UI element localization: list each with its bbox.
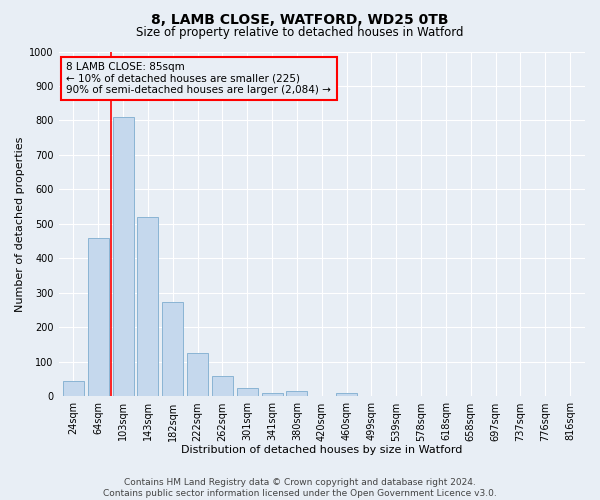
Bar: [336, 393, 357, 396]
X-axis label: Distribution of detached houses by size in Watford: Distribution of detached houses by size …: [181, 445, 463, 455]
Text: Contains HM Land Registry data © Crown copyright and database right 2024.
Contai: Contains HM Land Registry data © Crown c…: [103, 478, 497, 498]
Bar: [212, 376, 233, 396]
Text: 8, LAMB CLOSE, WATFORD, WD25 0TB: 8, LAMB CLOSE, WATFORD, WD25 0TB: [151, 12, 449, 26]
Y-axis label: Number of detached properties: Number of detached properties: [15, 136, 25, 312]
Text: Size of property relative to detached houses in Watford: Size of property relative to detached ho…: [136, 26, 464, 39]
Bar: [262, 393, 283, 396]
Bar: [137, 217, 158, 396]
Bar: [63, 380, 84, 396]
Bar: [113, 117, 134, 396]
Bar: [286, 392, 307, 396]
Text: 8 LAMB CLOSE: 85sqm
← 10% of detached houses are smaller (225)
90% of semi-detac: 8 LAMB CLOSE: 85sqm ← 10% of detached ho…: [67, 62, 331, 95]
Bar: [88, 238, 109, 396]
Bar: [162, 302, 184, 396]
Bar: [187, 354, 208, 397]
Bar: [237, 388, 258, 396]
